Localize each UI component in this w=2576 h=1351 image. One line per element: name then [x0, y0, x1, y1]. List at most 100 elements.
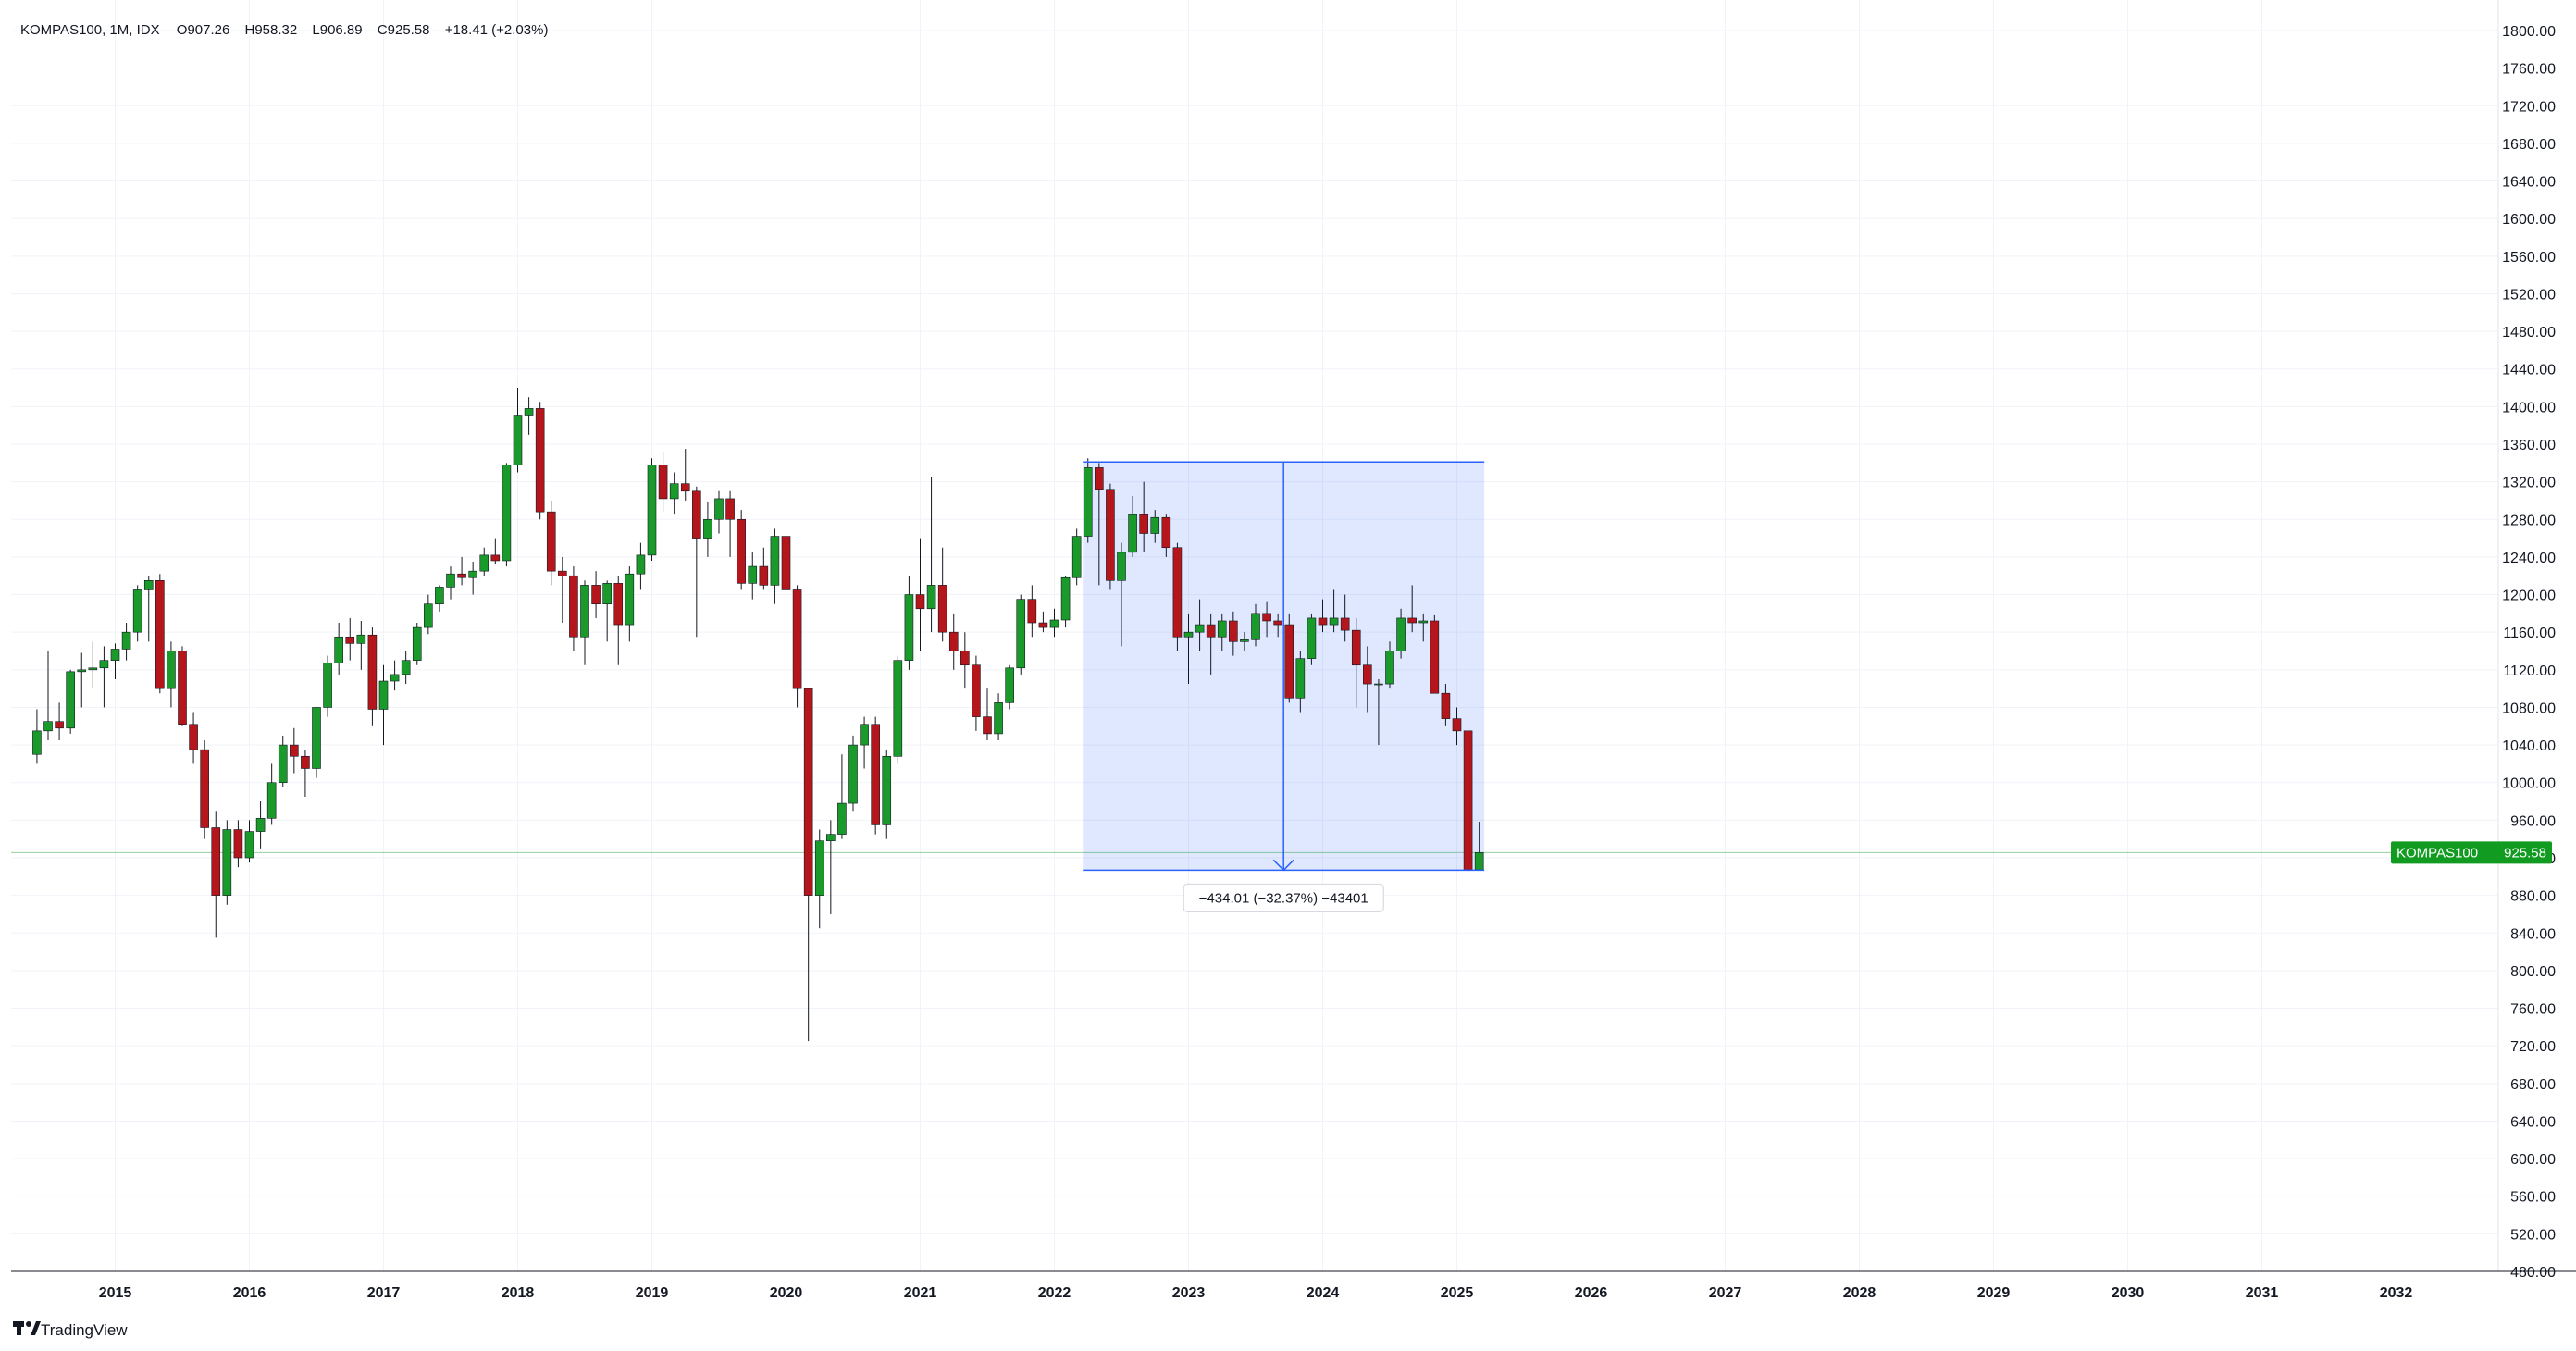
candle-up — [266, 782, 277, 819]
candle-down — [233, 829, 243, 859]
year-tick-label: 2024 — [1307, 1285, 1340, 1301]
candle-up — [390, 674, 400, 682]
candle-down — [658, 465, 668, 500]
candle-up — [994, 702, 1003, 735]
candle-up — [602, 583, 612, 605]
candle-up — [714, 498, 724, 520]
candle-down — [983, 716, 992, 735]
candle-up — [32, 730, 42, 755]
candle-down — [569, 575, 578, 638]
year-tick-label: 2025 — [1441, 1285, 1474, 1301]
candle-up — [143, 580, 154, 590]
candle-down — [1340, 617, 1350, 631]
candle-up — [1128, 514, 1137, 553]
candle-down — [960, 651, 970, 666]
price-tick-label: 480.00 — [2510, 1265, 2556, 1281]
candle-up — [1474, 852, 1484, 871]
price-tick-label: 1200.00 — [2502, 589, 2556, 604]
candle-up — [1385, 651, 1394, 685]
candle-down — [948, 631, 959, 651]
candle-down — [558, 570, 567, 576]
price-tick-label: 1240.00 — [2502, 551, 2556, 566]
candle-down — [1407, 617, 1417, 624]
candle-up — [412, 626, 422, 661]
candle-up — [625, 573, 635, 626]
candle-up — [1071, 536, 1082, 578]
candle-up — [1117, 552, 1126, 581]
legend-open: O907.26 — [177, 22, 230, 38]
candle-up — [334, 636, 343, 664]
price-tick-label: 680.00 — [2510, 1077, 2556, 1093]
price-tick-label: 1000.00 — [2502, 776, 2556, 792]
price-tick-label: 960.00 — [2510, 813, 2556, 829]
year-tick-label: 2028 — [1843, 1285, 1876, 1301]
year-tick-label: 2032 — [2380, 1285, 2413, 1301]
candle-down — [155, 580, 165, 689]
year-tick-label: 2023 — [1172, 1285, 1206, 1301]
candle-up — [848, 744, 858, 804]
candle-up — [278, 744, 288, 784]
candle-down — [792, 589, 802, 689]
candle-up — [837, 802, 847, 835]
candle-down — [613, 583, 624, 626]
year-tick-label: 2022 — [1038, 1285, 1071, 1301]
candle-down — [178, 651, 187, 725]
candle-down — [301, 755, 310, 769]
candle-up — [99, 660, 109, 669]
candle-down — [1262, 613, 1271, 622]
candle-up — [244, 831, 254, 859]
price-tick-label: 1360.00 — [2502, 438, 2556, 453]
candle-up — [770, 536, 780, 586]
price-tick-label: 1160.00 — [2503, 626, 2556, 641]
candle-up — [401, 660, 411, 676]
price-label-value: 925.58 — [2504, 845, 2546, 861]
candle-up — [1217, 620, 1227, 638]
candle-up — [1396, 617, 1406, 651]
candle-up — [1240, 639, 1249, 642]
candle-up — [88, 667, 98, 671]
candle-up — [1195, 624, 1205, 633]
price-tick-label: 520.00 — [2510, 1227, 2556, 1243]
measure-lines — [1083, 461, 1485, 872]
candle-down — [1106, 489, 1115, 581]
candle-up — [580, 585, 589, 638]
candle-down — [1430, 620, 1440, 694]
year-tick-label: 2031 — [2246, 1285, 2279, 1301]
candle-up — [66, 671, 75, 729]
candle-down — [345, 636, 355, 644]
candle-down — [871, 724, 880, 825]
price-tick-label: 1400.00 — [2502, 400, 2556, 415]
year-tick-label: 2017 — [367, 1285, 401, 1301]
time-axis[interactable]: 2015 2016 2017 2018 2019 2020 2021 2022 2023 2024… — [99, 1285, 2413, 1301]
candle-up — [323, 663, 332, 708]
year-tick-label: 2016 — [233, 1285, 266, 1301]
candle-down — [803, 688, 813, 896]
tradingview-logo[interactable]: TradingView — [13, 1321, 128, 1339]
price-tick-label: 880.00 — [2510, 889, 2556, 905]
candle-up — [636, 554, 646, 575]
candle-up — [1374, 683, 1383, 686]
candle-down — [692, 490, 701, 539]
brand-name: TradingView — [41, 1321, 128, 1339]
candle-down — [1351, 629, 1361, 666]
price-label-symbol: KOMPAS100 — [2396, 845, 2478, 861]
candle-down — [1284, 624, 1294, 699]
candle-down — [189, 724, 198, 750]
candle-up — [255, 818, 266, 832]
price-axis[interactable]: 1800.00 1760.00 1720.00 1680.00 1640.00 1600.… — [2502, 24, 2556, 1281]
price-tick-label: 1600.00 — [2502, 212, 2556, 228]
candle-down — [535, 408, 545, 513]
candle-down — [759, 565, 769, 586]
candle-down — [1363, 664, 1372, 685]
candle-up — [1016, 599, 1026, 669]
price-tick-label: 800.00 — [2510, 964, 2556, 980]
candle-down — [1229, 620, 1238, 642]
price-tick-label: 1640.00 — [2502, 175, 2556, 191]
candle-up — [748, 565, 758, 584]
year-tick-label: 2029 — [1977, 1285, 2011, 1301]
year-tick-label: 2020 — [770, 1285, 803, 1301]
price-tick-label: 1520.00 — [2502, 287, 2556, 303]
candle-up — [110, 649, 120, 661]
candle-up — [378, 680, 389, 710]
